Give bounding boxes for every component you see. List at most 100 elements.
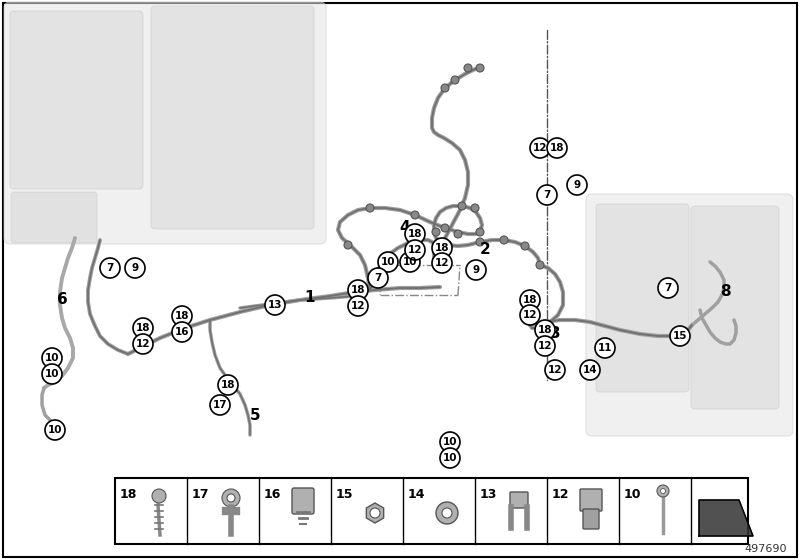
Circle shape <box>436 502 458 524</box>
Circle shape <box>265 295 285 315</box>
Text: 7: 7 <box>543 190 550 200</box>
Circle shape <box>432 238 452 258</box>
Text: 18: 18 <box>538 325 552 335</box>
FancyBboxPatch shape <box>11 192 97 243</box>
Circle shape <box>657 485 669 497</box>
Circle shape <box>500 236 508 244</box>
Text: 10: 10 <box>48 425 62 435</box>
Text: 18: 18 <box>408 229 422 239</box>
Text: 4: 4 <box>400 221 410 236</box>
Text: 9: 9 <box>131 263 138 273</box>
Text: 18: 18 <box>550 143 564 153</box>
Text: 18: 18 <box>522 295 538 305</box>
Text: 14: 14 <box>582 365 598 375</box>
Text: 12: 12 <box>522 310 538 320</box>
Text: 15: 15 <box>673 331 687 341</box>
Text: 12: 12 <box>434 258 450 268</box>
Text: 12: 12 <box>136 339 150 349</box>
Text: 10: 10 <box>45 369 59 379</box>
Circle shape <box>348 280 368 300</box>
Circle shape <box>536 261 544 269</box>
Text: 18: 18 <box>350 285 366 295</box>
Circle shape <box>471 204 479 212</box>
Circle shape <box>42 348 62 368</box>
Text: 16: 16 <box>174 327 190 337</box>
Text: 18: 18 <box>174 311 190 321</box>
Circle shape <box>547 138 567 158</box>
FancyBboxPatch shape <box>151 6 314 229</box>
Circle shape <box>440 448 460 468</box>
FancyBboxPatch shape <box>10 11 143 189</box>
Text: 7: 7 <box>106 263 114 273</box>
Circle shape <box>567 175 587 195</box>
Circle shape <box>658 278 678 298</box>
Circle shape <box>442 508 452 518</box>
Text: 18: 18 <box>136 323 150 333</box>
Circle shape <box>521 242 529 250</box>
Text: 12: 12 <box>538 341 552 351</box>
Circle shape <box>458 202 466 210</box>
Circle shape <box>152 489 166 503</box>
Text: 12: 12 <box>350 301 366 311</box>
FancyBboxPatch shape <box>292 488 314 514</box>
Circle shape <box>535 336 555 356</box>
Circle shape <box>368 268 388 288</box>
Circle shape <box>466 260 486 280</box>
Circle shape <box>172 306 192 326</box>
Text: 9: 9 <box>574 180 581 190</box>
Text: 10: 10 <box>442 453 458 463</box>
Circle shape <box>454 230 462 238</box>
FancyBboxPatch shape <box>580 489 602 511</box>
FancyBboxPatch shape <box>691 206 779 409</box>
Text: 10: 10 <box>381 257 395 267</box>
Circle shape <box>441 84 449 92</box>
Text: 15: 15 <box>336 488 354 501</box>
Text: 8: 8 <box>720 284 730 300</box>
Circle shape <box>133 334 153 354</box>
Circle shape <box>440 432 460 452</box>
FancyBboxPatch shape <box>510 492 528 508</box>
Text: 17: 17 <box>192 488 210 501</box>
Circle shape <box>545 360 565 380</box>
Circle shape <box>411 211 419 219</box>
Circle shape <box>451 76 459 84</box>
Circle shape <box>520 290 540 310</box>
Circle shape <box>172 322 192 342</box>
Text: 12: 12 <box>408 245 422 255</box>
Circle shape <box>378 252 398 272</box>
Circle shape <box>670 326 690 346</box>
Circle shape <box>530 138 550 158</box>
Text: 17: 17 <box>213 400 227 410</box>
Circle shape <box>405 224 425 244</box>
Circle shape <box>405 240 425 260</box>
Circle shape <box>595 338 615 358</box>
Circle shape <box>125 258 145 278</box>
Text: 6: 6 <box>57 292 67 307</box>
Text: 18: 18 <box>120 488 138 501</box>
Text: 11: 11 <box>598 343 612 353</box>
Text: 2: 2 <box>480 242 490 258</box>
FancyBboxPatch shape <box>4 2 326 244</box>
Circle shape <box>535 320 555 340</box>
Circle shape <box>580 360 600 380</box>
Text: 10: 10 <box>45 353 59 363</box>
Circle shape <box>432 253 452 273</box>
Text: 13: 13 <box>480 488 498 501</box>
Circle shape <box>100 258 120 278</box>
Bar <box>115 478 748 544</box>
Text: 18: 18 <box>434 243 450 253</box>
Text: 9: 9 <box>473 265 479 275</box>
Circle shape <box>441 224 449 232</box>
Circle shape <box>42 364 62 384</box>
Text: 12: 12 <box>548 365 562 375</box>
Text: 10: 10 <box>624 488 642 501</box>
FancyBboxPatch shape <box>583 509 599 529</box>
Circle shape <box>476 238 484 246</box>
Circle shape <box>432 228 440 236</box>
FancyBboxPatch shape <box>586 194 793 436</box>
FancyBboxPatch shape <box>596 204 689 392</box>
Circle shape <box>348 296 368 316</box>
Text: 3: 3 <box>550 325 560 340</box>
Polygon shape <box>366 503 384 523</box>
Text: 12: 12 <box>533 143 547 153</box>
